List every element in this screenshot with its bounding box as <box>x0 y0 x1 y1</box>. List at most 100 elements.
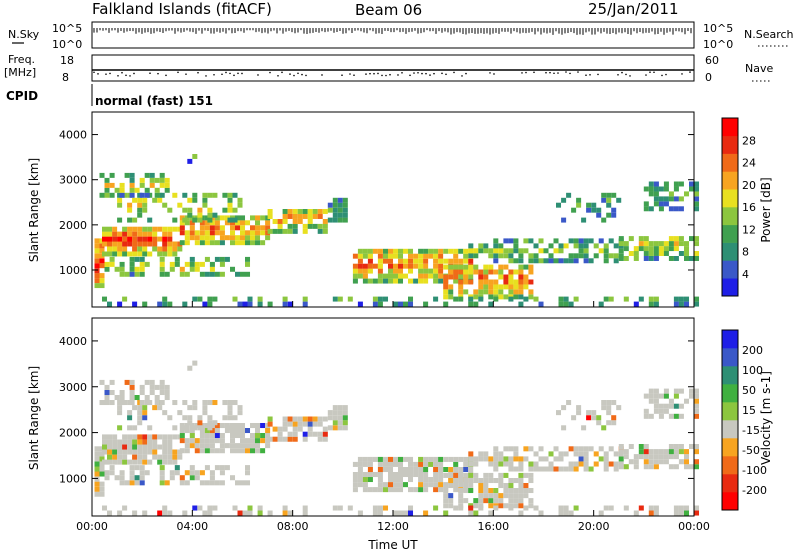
velocity-cell <box>94 466 100 472</box>
power-cell <box>523 238 529 244</box>
power-cell <box>438 263 444 269</box>
velocity-cell <box>443 483 449 489</box>
velocity-cell <box>159 470 165 476</box>
power-cell <box>122 251 128 257</box>
velocity-cell <box>224 423 230 429</box>
power-cell <box>362 248 368 254</box>
nave-dot <box>557 72 559 74</box>
velocity-cell <box>337 410 343 416</box>
power-cell <box>633 301 639 307</box>
velocity-cell <box>393 482 399 488</box>
power-cell <box>488 279 494 285</box>
power-cell <box>149 172 155 178</box>
power-cell <box>488 284 494 290</box>
power-cell <box>423 278 429 284</box>
power-cell <box>137 212 143 218</box>
velocity-cell <box>603 461 609 467</box>
velocity-cell <box>99 466 105 472</box>
velocity-cell <box>418 472 424 478</box>
power-cell <box>172 241 178 247</box>
power-cell <box>528 264 534 270</box>
velocity-cell <box>513 503 519 509</box>
velocity-cell <box>453 461 459 467</box>
velocity-cell <box>523 493 529 499</box>
velocity-cell <box>142 410 148 416</box>
velocity-cell <box>194 448 200 454</box>
velocity-cell <box>433 487 439 493</box>
velocity-cell <box>112 444 118 450</box>
velocity-cell <box>362 456 368 462</box>
velocity-cell <box>448 478 454 484</box>
velocity-cell <box>473 498 479 504</box>
velocity-cell <box>668 454 674 460</box>
velocity-cell <box>684 454 690 460</box>
velocity-cell <box>179 433 185 439</box>
power-cell <box>538 248 544 254</box>
velocity-cell <box>237 405 243 411</box>
velocity-cell <box>260 433 266 439</box>
power-cell <box>277 223 283 229</box>
power-cell <box>678 301 684 307</box>
velocity-cell <box>448 456 454 462</box>
velocity-cell <box>132 444 138 450</box>
velocity-cell <box>393 510 399 516</box>
power-cell <box>533 253 539 259</box>
velocity-cell <box>367 487 373 493</box>
power-cell <box>129 187 135 193</box>
power-cell <box>235 225 241 231</box>
power-cell <box>352 263 358 269</box>
power-cell <box>488 289 494 295</box>
power-cell <box>408 268 414 274</box>
velocity-cell <box>658 459 664 465</box>
velocity-cell <box>513 446 519 452</box>
power-cell <box>184 220 190 226</box>
velocity-cell <box>488 461 494 467</box>
velocity-cell <box>207 400 213 406</box>
power-cell <box>658 201 664 207</box>
velocity-cell <box>433 505 439 511</box>
nave-dot <box>389 73 391 76</box>
power-cell <box>99 283 105 289</box>
power-cell <box>235 240 241 246</box>
power-cell <box>518 279 524 285</box>
power-cell <box>287 228 293 234</box>
velocity-cell <box>367 456 373 462</box>
velocity-cell <box>247 510 253 516</box>
velocity-cell <box>433 477 439 483</box>
power-cell <box>503 274 509 280</box>
power-cell <box>250 215 256 221</box>
velocity-cell <box>458 478 464 484</box>
colorbar-tick-label: -100 <box>742 464 767 477</box>
power-cell <box>224 256 230 262</box>
power-cell <box>342 217 348 223</box>
velocity-cell <box>498 478 504 484</box>
nave-dot <box>305 74 307 77</box>
velocity-cell <box>162 439 168 445</box>
power-cell <box>523 248 529 254</box>
power-cell <box>357 253 363 259</box>
velocity-cell <box>493 488 499 494</box>
velocity-cell <box>428 456 434 462</box>
power-cell <box>207 301 213 307</box>
power-cell <box>99 192 105 198</box>
velocity-cell <box>287 510 293 516</box>
velocity-cell <box>523 505 529 511</box>
velocity-cell <box>468 488 474 494</box>
power-cell <box>357 248 363 254</box>
power-cell <box>393 253 399 259</box>
power-cell <box>493 279 499 285</box>
velocity-cell <box>538 510 544 516</box>
power-cell <box>332 202 338 208</box>
power-cell <box>207 296 213 302</box>
velocity-cell <box>112 434 118 440</box>
velocity-cell <box>157 459 163 465</box>
velocity-cell <box>134 480 140 486</box>
nave-dot <box>453 71 455 74</box>
velocity-cell <box>543 456 549 462</box>
power-cell <box>149 177 155 183</box>
power-cell <box>137 197 143 203</box>
power-cell <box>119 182 125 188</box>
velocity-cell <box>107 459 113 465</box>
power-cell <box>443 274 449 280</box>
power-cell <box>219 240 225 246</box>
